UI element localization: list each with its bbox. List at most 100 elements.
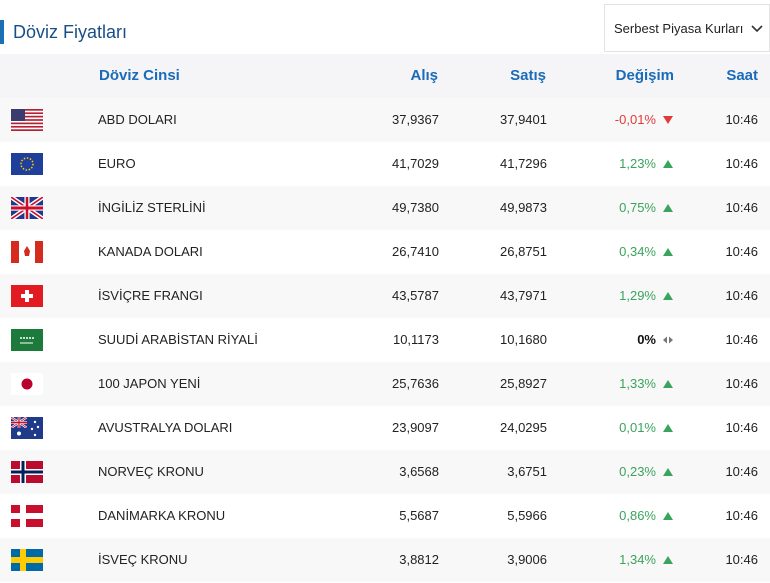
trend-arrow: [663, 380, 673, 388]
flag-icon: [11, 549, 43, 571]
table-header: Döviz Cinsi Alış Satış Değişim Saat: [0, 54, 770, 98]
currency-name: EURO: [98, 156, 136, 171]
flag-icon: [11, 461, 43, 483]
column-header[interactable]: Döviz Cinsi: [99, 67, 180, 84]
currency-name: NORVEÇ KRONU: [98, 464, 204, 479]
currency-row[interactable]: SUUDİ ARABİSTAN RİYALİ 10,1173 10,1680 0% 10…: [0, 318, 770, 362]
update-time: 10:46: [725, 508, 758, 523]
change-percent: 1,33%: [619, 376, 656, 391]
update-time: 10:46: [725, 376, 758, 391]
flag-icon: [11, 109, 43, 131]
buy-price: 26,7410: [392, 244, 439, 259]
flag-icon: [11, 241, 43, 263]
flag-icon: [11, 417, 43, 439]
chevron: [751, 25, 763, 33]
market-dropdown[interactable]: Serbest Piyasa Kurları: [604, 4, 770, 52]
buy-price: 5,5687: [399, 508, 439, 523]
update-time: 10:46: [725, 332, 758, 347]
buy-price: 37,9367: [392, 112, 439, 127]
buy-price: 23,9097: [392, 420, 439, 435]
sell-price: 26,8751: [500, 244, 547, 259]
flag-icon: [11, 505, 43, 527]
change-percent: 0,34%: [619, 244, 656, 259]
update-time: 10:46: [725, 420, 758, 435]
currency-row[interactable]: ABD DOLARI 37,9367 37,9401 -0,01% 10:46: [0, 98, 770, 142]
change-percent: 1,23%: [619, 156, 656, 171]
sell-price: 43,7971: [500, 288, 547, 303]
sell-price: 24,0295: [500, 420, 547, 435]
currency-name: SUUDİ ARABİSTAN RİYALİ: [98, 332, 258, 347]
change-percent: -0,01%: [614, 112, 656, 127]
currency-row[interactable]: İSVİÇRE FRANGI 43,5787 43,7971 1,29% 10:46: [0, 274, 770, 318]
column-header[interactable]: Satış: [510, 67, 546, 84]
currency-name: İSVİÇRE FRANGI: [98, 288, 203, 303]
currency-name: ABD DOLARI: [98, 112, 177, 127]
flag-icon: [11, 285, 43, 307]
trend-arrow: [663, 424, 673, 432]
sell-price: 37,9401: [500, 112, 547, 127]
update-time: 10:46: [725, 156, 758, 171]
currency-row[interactable]: DANİMARKA KRONU 5,5687 5,5966 0,86% 10:46: [0, 494, 770, 538]
update-time: 10:46: [725, 288, 758, 303]
trend-arrow: [663, 336, 673, 344]
change-percent: 0,75%: [619, 200, 656, 215]
trend-arrow: [663, 248, 673, 256]
trend-arrow: [663, 160, 673, 168]
change-percent: 0,23%: [619, 464, 656, 479]
currency-row[interactable]: İSVEÇ KRONU 3,8812 3,9006 1,34% 10:46: [0, 538, 770, 582]
flag-icon: [11, 153, 43, 175]
sell-price: 3,9006: [507, 552, 547, 567]
column-header[interactable]: Değişim: [615, 67, 674, 84]
trend-arrow: [663, 292, 673, 300]
currency-row[interactable]: 100 JAPON YENİ 25,7636 25,8927 1,33% 10:46: [0, 362, 770, 406]
currency-name: İNGİLİZ STERLİNİ: [98, 200, 206, 215]
trend-arrow: [663, 204, 673, 212]
currency-row[interactable]: KANADA DOLARI 26,7410 26,8751 0,34% 10:46: [0, 230, 770, 274]
flag-icon: [11, 197, 43, 219]
trend-arrow: [663, 116, 673, 124]
top-bar: Döviz Fiyatları Serbest Piyasa Kurları: [0, 4, 770, 54]
currency-row[interactable]: İNGİLİZ STERLİNİ 49,7380 49,9873 0,75% 10:46: [0, 186, 770, 230]
change-percent: 0%: [637, 332, 656, 347]
update-time: 10:46: [725, 200, 758, 215]
change-percent: 0,01%: [619, 420, 656, 435]
currency-name: KANADA DOLARI: [98, 244, 203, 259]
update-time: 10:46: [725, 552, 758, 567]
sell-price: 49,9873: [500, 200, 547, 215]
trend-arrow: [663, 468, 673, 476]
update-time: 10:46: [725, 464, 758, 479]
buy-price: 41,7029: [392, 156, 439, 171]
page-title: Döviz Fiyatları: [0, 20, 127, 44]
trend-arrow: [663, 556, 673, 564]
sell-price: 41,7296: [500, 156, 547, 171]
currency-name: AVUSTRALYA DOLARI: [98, 420, 233, 435]
currency-name: İSVEÇ KRONU: [98, 552, 188, 567]
update-time: 10:46: [725, 112, 758, 127]
dropdown-label: Serbest Piyasa Kurları: [614, 21, 744, 36]
table-body: ABD DOLARI 37,9367 37,9401 -0,01% 10:46 EURO 4…: [0, 98, 770, 583]
trend-arrow: [663, 512, 673, 520]
update-time: 10:46: [725, 244, 758, 259]
change-percent: 1,34%: [619, 552, 656, 567]
column-header[interactable]: Alış: [410, 67, 438, 84]
currency-name: 100 JAPON YENİ: [98, 376, 201, 391]
currency-row[interactable]: AVUSTRALYA DOLARI 23,9097 24,0295 0,01% 10:4…: [0, 406, 770, 450]
buy-price: 3,8812: [399, 552, 439, 567]
flag-icon: [11, 329, 43, 351]
buy-price: 3,6568: [399, 464, 439, 479]
change-percent: 1,29%: [619, 288, 656, 303]
sell-price: 5,5966: [507, 508, 547, 523]
change-percent: 0,86%: [619, 508, 656, 523]
currency-row[interactable]: NORVEÇ KRONU 3,6568 3,6751 0,23% 10:46: [0, 450, 770, 494]
sell-price: 25,8927: [500, 376, 547, 391]
buy-price: 49,7380: [392, 200, 439, 215]
sell-price: 10,1680: [500, 332, 547, 347]
currency-row[interactable]: EURO 41,7029 41,7296 1,23% 10:46: [0, 142, 770, 186]
buy-price: 25,7636: [392, 376, 439, 391]
sell-price: 3,6751: [507, 464, 547, 479]
buy-price: 43,5787: [392, 288, 439, 303]
buy-price: 10,1173: [392, 332, 439, 347]
column-header[interactable]: Saat: [726, 67, 758, 84]
currency-name: DANİMARKA KRONU: [98, 508, 226, 523]
